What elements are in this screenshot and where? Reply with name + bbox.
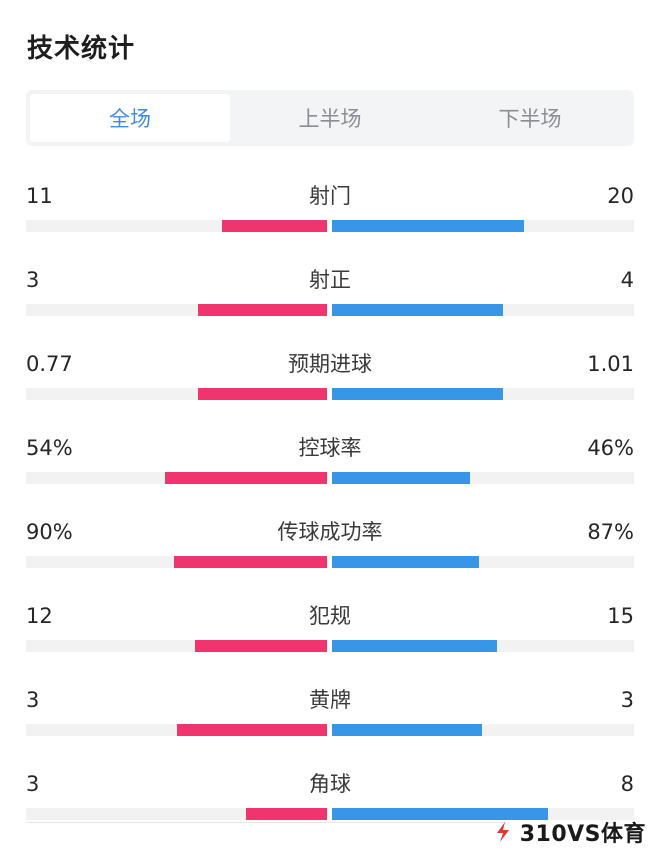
tab-second-half[interactable]: 下半场 [498, 107, 562, 131]
stat-bar-track [26, 808, 634, 820]
home-bar [198, 304, 327, 316]
home-value: 54% [26, 436, 73, 460]
stat-row-possession: 54% 控球率 46% [26, 434, 634, 504]
stat-row-fouls: 12 犯规 15 [26, 602, 634, 672]
stat-label: 射正 [309, 268, 351, 292]
away-value: 1.01 [587, 352, 634, 376]
stat-row-shots-on-target: 3 射正 4 [26, 266, 634, 336]
stat-label: 犯规 [309, 604, 351, 628]
away-value: 20 [607, 184, 634, 208]
away-bar [332, 388, 503, 400]
stat-row-expected-goals: 0.77 预期进球 1.01 [26, 350, 634, 420]
home-bar [195, 640, 327, 652]
home-bar [222, 220, 327, 232]
stat-bar-track [26, 472, 634, 484]
away-bar [332, 724, 482, 736]
away-value: 4 [620, 268, 634, 292]
home-bar [165, 472, 327, 484]
divider [26, 822, 506, 823]
home-value: 3 [26, 688, 40, 712]
stat-row-pass-accuracy: 90% 传球成功率 87% [26, 518, 634, 588]
stat-label: 黄牌 [309, 688, 351, 712]
stat-bar-track [26, 388, 634, 400]
away-value: 87% [587, 520, 634, 544]
away-value: 46% [587, 436, 634, 460]
away-bar [332, 472, 470, 484]
away-bar [332, 640, 497, 652]
page-title: 技术统计 [27, 34, 136, 64]
watermark: 310VS体育 [492, 816, 646, 848]
home-bar [177, 724, 327, 736]
period-tabs: 全场 上半场 下半场 [26, 90, 634, 146]
stat-bar-track [26, 220, 634, 232]
home-value: 90% [26, 520, 73, 544]
home-value: 3 [26, 268, 40, 292]
home-value: 0.77 [26, 352, 73, 376]
stat-row-corners: 3 角球 8 [26, 770, 634, 840]
stat-label: 预期进球 [288, 352, 372, 376]
stat-label: 传球成功率 [277, 520, 383, 544]
brand-text: 310VS体育 [519, 822, 646, 847]
away-bar [332, 304, 503, 316]
stat-row-yellow-cards: 3 黄牌 3 [26, 686, 634, 756]
away-bar [332, 808, 548, 820]
stat-bar-track [26, 304, 634, 316]
away-value: 3 [620, 688, 634, 712]
stat-row-shots: 11 射门 20 [26, 182, 634, 252]
home-bar [198, 388, 327, 400]
stat-label: 控球率 [298, 436, 362, 460]
home-value: 12 [26, 604, 53, 628]
away-bar [332, 220, 524, 232]
home-value: 11 [26, 184, 53, 208]
home-bar [174, 556, 327, 568]
stat-bar-track [26, 556, 634, 568]
away-value: 8 [620, 772, 634, 796]
brand-logo-icon [496, 822, 509, 842]
tab-full-match[interactable]: 全场 [30, 94, 230, 142]
tab-first-half[interactable]: 上半场 [298, 107, 362, 131]
stat-label: 角球 [309, 772, 351, 796]
home-bar [246, 808, 327, 820]
home-value: 3 [26, 772, 40, 796]
stat-bar-track [26, 724, 634, 736]
away-value: 15 [607, 604, 634, 628]
stat-bar-track [26, 640, 634, 652]
stat-label: 射门 [309, 184, 351, 208]
away-bar [332, 556, 479, 568]
